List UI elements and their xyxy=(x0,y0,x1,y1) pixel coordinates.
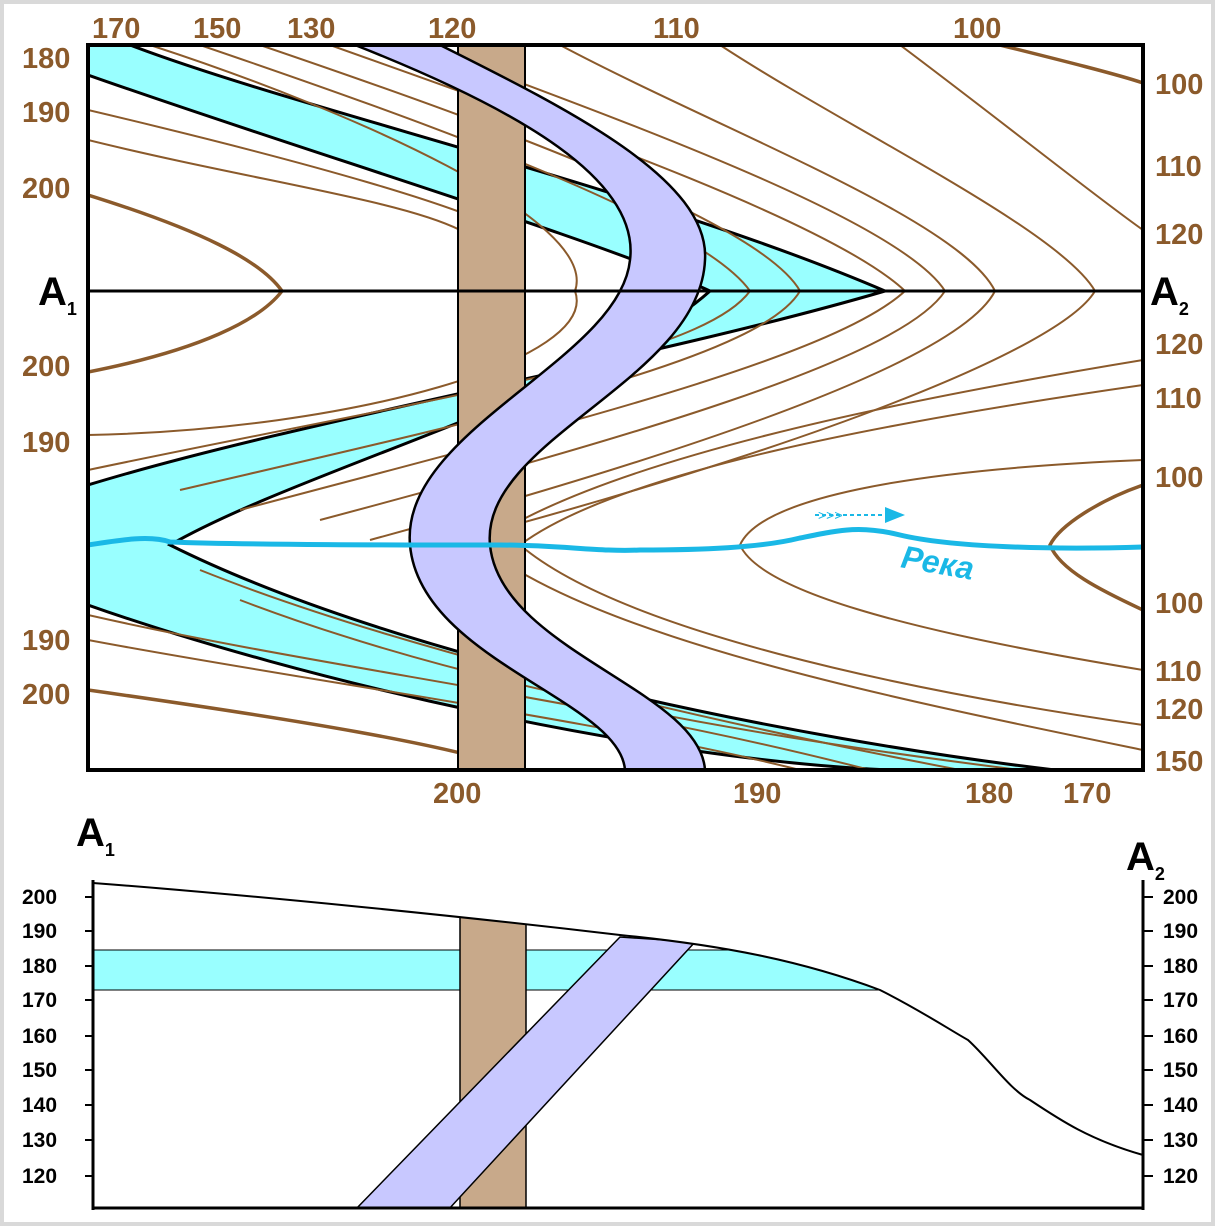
cross-section-panel: A1 A2 200 190 180 170 160 150 140 130 12… xyxy=(22,811,1198,1210)
left-label: 190 xyxy=(22,427,70,459)
left-label: 190 xyxy=(22,625,70,657)
right-label: 120 xyxy=(1155,694,1203,726)
tick-label: 200 xyxy=(22,886,57,909)
tick-label: 140 xyxy=(1163,1094,1198,1117)
contour-line xyxy=(88,639,801,770)
profile-left-tick-marks xyxy=(85,896,93,1177)
bottom-label: 180 xyxy=(965,778,1013,810)
aquifer-layer-outcrop xyxy=(88,45,1056,770)
left-elevation-labels: 180 190 200 200 190 190 200 xyxy=(22,43,70,711)
left-label: 190 xyxy=(22,97,70,129)
map-panel: >>> Река A1 A2 170 150 130 120 110 100 2… xyxy=(22,13,1203,810)
tick-label: 130 xyxy=(1163,1129,1198,1152)
tick-label: 120 xyxy=(22,1165,57,1188)
tick-label: 170 xyxy=(22,989,57,1012)
dike-lavender xyxy=(354,45,707,770)
top-elevation-labels: 170 150 130 120 110 100 xyxy=(92,13,1001,45)
tick-label: 190 xyxy=(1163,920,1198,943)
svg-text:>>>: >>> xyxy=(818,507,843,523)
top-label: 110 xyxy=(653,13,700,45)
top-label: 120 xyxy=(428,13,476,45)
right-label: 100 xyxy=(1155,588,1203,620)
right-label: 110 xyxy=(1155,383,1202,415)
contour-100-right-top xyxy=(999,45,1143,85)
map-border xyxy=(86,43,1145,772)
tick-label: 160 xyxy=(1163,1025,1198,1048)
top-label: 100 xyxy=(953,13,1001,45)
contour-line xyxy=(369,45,997,541)
tick-label: 140 xyxy=(22,1094,57,1117)
tick-label: 160 xyxy=(22,1025,57,1048)
tick-label: 180 xyxy=(1163,955,1198,978)
right-label: 120 xyxy=(1155,219,1203,251)
bottom-label: 200 xyxy=(433,778,481,810)
tick-label: 120 xyxy=(1163,1165,1198,1188)
tick-label: 170 xyxy=(1163,989,1198,1012)
right-label: 100 xyxy=(1155,69,1203,101)
profile-right-ticks: 200 190 180 170 160 150 140 130 120 xyxy=(1163,886,1198,1188)
bottom-label: 190 xyxy=(733,778,781,810)
top-label: 130 xyxy=(287,13,335,45)
profile-start-label: A1 xyxy=(76,811,115,860)
contour-100-right-mid xyxy=(1048,483,1143,612)
tick-label: 150 xyxy=(22,1059,57,1082)
profile-right-tick-marks xyxy=(1143,896,1153,1177)
right-elevation-labels: 100 110 120 120 110 100 100 110 120 150 xyxy=(1155,69,1203,778)
left-label: 200 xyxy=(22,679,70,711)
section-start-label: A1 xyxy=(38,270,77,319)
right-label: 110 xyxy=(1155,656,1202,688)
terrain-profile xyxy=(92,882,1144,1156)
tick-label: 180 xyxy=(22,955,57,978)
right-label: 120 xyxy=(1155,329,1203,361)
contour-line xyxy=(899,45,1143,231)
flow-direction-arrow-head xyxy=(885,507,905,523)
river: >>> xyxy=(88,507,1143,553)
river-line xyxy=(88,526,1143,553)
tick-label: 130 xyxy=(22,1129,57,1152)
contour-line xyxy=(88,139,461,231)
top-label: 150 xyxy=(193,13,241,45)
left-label: 200 xyxy=(22,173,70,205)
right-label: 150 xyxy=(1155,746,1203,778)
profile-left-ticks: 200 190 180 170 160 150 140 130 120 xyxy=(22,886,57,1188)
right-label: 110 xyxy=(1155,151,1202,183)
tick-label: 150 xyxy=(1163,1059,1198,1082)
sky-mask xyxy=(93,880,1143,1155)
tick-label: 190 xyxy=(22,920,57,943)
top-label: 170 xyxy=(92,13,140,45)
left-label: 180 xyxy=(22,43,70,75)
right-label: 100 xyxy=(1155,462,1203,494)
bottom-label: 170 xyxy=(1063,778,1111,810)
section-end-label: A2 xyxy=(1150,270,1189,319)
bottom-elevation-labels: 200 190 180 170 xyxy=(433,778,1111,810)
tick-label: 200 xyxy=(1163,886,1198,909)
profile-end-label: A2 xyxy=(1126,835,1165,884)
left-label: 200 xyxy=(22,351,70,383)
